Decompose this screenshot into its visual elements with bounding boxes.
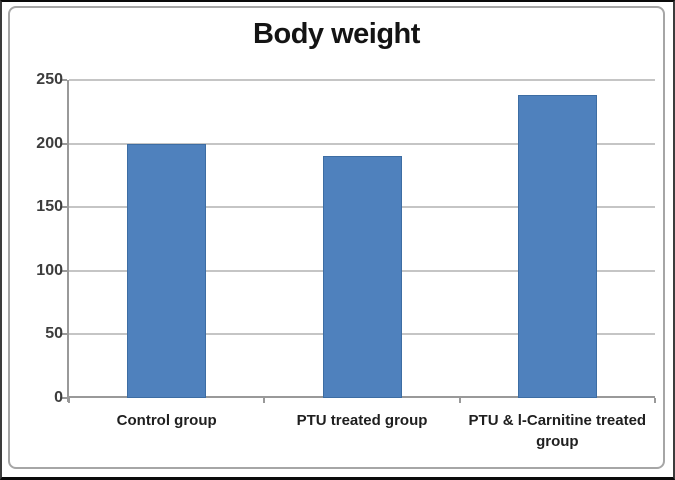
- x-tick: [654, 398, 656, 403]
- y-tick-label: 150: [36, 198, 63, 216]
- x-tick: [458, 398, 461, 403]
- y-tick-label: 200: [36, 134, 63, 152]
- y-tick: [60, 142, 67, 145]
- chart-panel: Body weight 0 50 100 150 200 250 Control grou…: [8, 6, 665, 469]
- bar-ptu-l-carnitine-treated-group: [517, 95, 597, 398]
- x-category-label: PTU treated group: [296, 412, 428, 429]
- y-tick: [60, 333, 67, 336]
- y-axis-line: [67, 80, 69, 402]
- y-tick: [60, 206, 67, 209]
- x-category-label: Control group: [116, 412, 217, 429]
- y-tick: [60, 397, 67, 399]
- x-tick: [68, 398, 70, 403]
- x-category-label: PTU & l-Carnitine treated group: [468, 412, 647, 450]
- bar-control-group: [127, 143, 207, 398]
- y-tick: [60, 269, 67, 272]
- y-tick-label: 100: [36, 261, 63, 279]
- y-tick-label: 0: [54, 389, 63, 406]
- y-tick-label: 50: [45, 325, 63, 343]
- y-tick-label: 250: [36, 71, 63, 88]
- gridline: [69, 79, 655, 81]
- y-tick: [60, 79, 67, 81]
- plot-area: [60, 79, 656, 403]
- bar-ptu-treated-group: [322, 156, 402, 398]
- gridline: [69, 142, 655, 145]
- x-tick: [263, 398, 266, 403]
- chart-title: Body weight: [253, 18, 420, 50]
